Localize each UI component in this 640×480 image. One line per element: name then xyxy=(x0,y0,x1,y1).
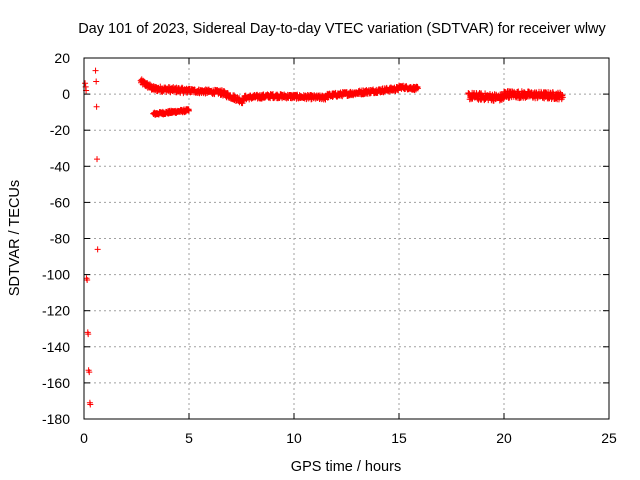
y-tick-label: -120 xyxy=(42,303,70,319)
y-tick-label: -160 xyxy=(42,375,70,391)
x-tick-label: 5 xyxy=(185,430,193,446)
y-tick-label: 0 xyxy=(62,86,70,102)
tick-labels: 0 5 10 15 20 25 20 0 -20 -40 -60 -80 -100 -120 -140 -16… xyxy=(42,50,617,446)
y-tick-label: -80 xyxy=(50,231,70,247)
y-tick-label: -140 xyxy=(42,339,70,355)
data-point xyxy=(93,78,100,85)
y-tick-label: 20 xyxy=(54,50,70,66)
x-axis-label: GPS time / hours xyxy=(291,459,401,475)
data-points xyxy=(82,67,566,408)
data-point xyxy=(84,277,91,284)
data-point xyxy=(94,156,101,163)
data-point xyxy=(86,369,93,376)
x-tick-label: 20 xyxy=(496,430,512,446)
data-point xyxy=(186,107,192,114)
data-point xyxy=(87,401,94,408)
data-point xyxy=(93,103,100,110)
data-point xyxy=(559,94,566,101)
data-point xyxy=(94,246,101,253)
axis-ticks xyxy=(83,57,610,420)
x-tick-label: 25 xyxy=(601,430,617,446)
x-tick-label: 0 xyxy=(80,430,88,446)
data-point xyxy=(82,80,89,87)
y-tick-label: -180 xyxy=(42,411,70,427)
x-tick-label: 15 xyxy=(391,430,407,446)
y-tick-label: -100 xyxy=(42,267,70,283)
grid-lines xyxy=(84,58,609,419)
y-tick-label: -20 xyxy=(50,122,70,138)
x-tick-label: 10 xyxy=(286,430,302,446)
data-point xyxy=(92,67,99,74)
data-point xyxy=(85,331,92,338)
y-tick-label: -60 xyxy=(50,194,70,210)
y-axis-label: SDTVAR / TECUs xyxy=(7,180,23,296)
chart-title: Day 101 of 2023, Sidereal Day-to-day VTE… xyxy=(78,21,606,37)
data-point xyxy=(414,85,421,92)
y-tick-label: -40 xyxy=(50,158,70,174)
